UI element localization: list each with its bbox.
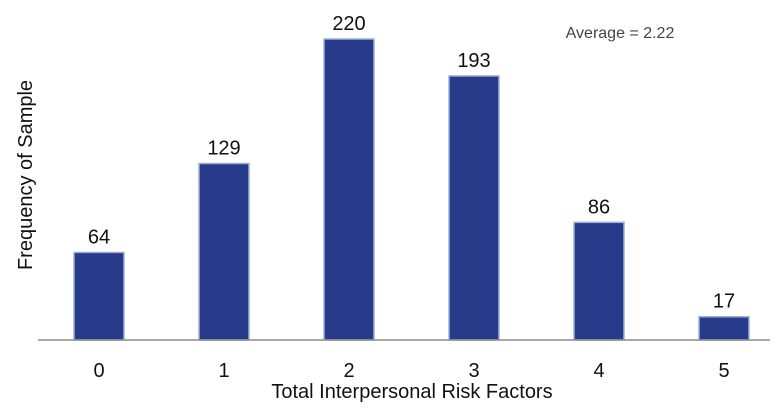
bar-4 [573,221,625,341]
data-label-2: 220 [332,13,365,35]
x-tick-label-0: 0 [93,360,104,382]
bar-3 [448,75,500,341]
bar-5 [698,315,750,341]
bars-group [73,38,750,341]
data-label-1: 129 [207,138,240,160]
bar-0 [73,251,125,341]
bar-2 [323,38,375,341]
average-annotation: Average = 2.22 [566,25,675,42]
data-label-0: 64 [88,226,110,248]
data-label-5: 17 [713,291,735,313]
bar-1 [198,162,250,341]
x-tick-label-1: 1 [218,360,229,382]
x-tick-label-4: 4 [593,360,604,382]
x-tick-label-3: 3 [468,360,479,382]
data-label-4: 86 [588,196,610,218]
data-label-3: 193 [457,50,490,72]
y-axis-label: Frequency of Sample [15,80,37,270]
x-axis-label: Total Interpersonal Risk Factors [271,381,552,403]
x-tick-labels-group: 0 1 2 3 4 5 [93,360,729,382]
x-tick-label-5: 5 [718,360,729,382]
data-labels-group: 64 129 220 193 86 17 [88,13,735,313]
x-tick-label-2: 2 [343,360,354,382]
